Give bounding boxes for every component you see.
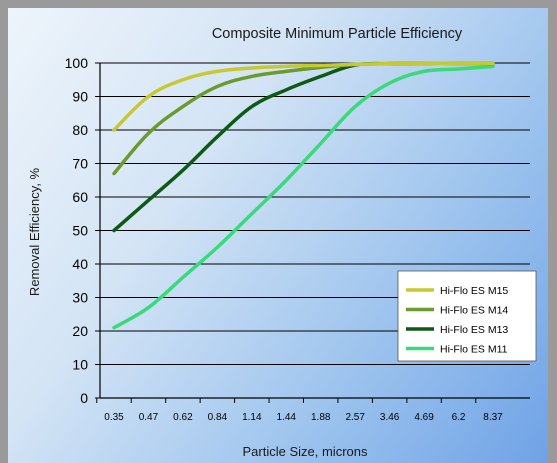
chart-title: Composite Minimum Particle Efficiency	[212, 26, 463, 42]
legend-label-4: Hi-Flo ES M11	[440, 344, 508, 356]
ytick-label-70: 70	[72, 156, 88, 172]
xtick-label-11: 8.37	[483, 412, 503, 423]
xtick-label-4: 1.14	[242, 412, 262, 423]
ytick-label-90: 90	[72, 89, 88, 105]
y-axis-label: Removal Efficiency, %	[27, 168, 42, 297]
xtick-label-5: 1.44	[277, 412, 297, 423]
ytick-label-50: 50	[72, 223, 88, 239]
xtick-label-2: 0.62	[173, 412, 193, 423]
xtick-label-3: 0.84	[208, 412, 228, 423]
legend-label-3: Hi-Flo ES M13	[440, 324, 508, 336]
xtick-label-10: 6.2	[452, 412, 466, 423]
xtick-layer: 0.35 0.47 0.62 0.84 1.14 1.44 1.88 2.57 3.46 4.69…	[96, 398, 503, 423]
legend-items: Hi-Flo ES M15 Hi-Flo ES M14 Hi-Flo ES M13 H…	[406, 285, 508, 356]
series-line-3	[112, 61, 495, 233]
ytick-label-60: 60	[72, 189, 88, 205]
ytick-layer: 0 10 20 30 40 50 60 70 80 90 100	[65, 55, 100, 406]
x-axis-label: Particle Size, microns	[243, 444, 368, 459]
chart-frame: 0 10 20 30 40 50 60 70 80 90 100 0.35 0.47 0.62 0.84 1…	[8, 8, 548, 463]
ytick-label-30: 30	[72, 290, 88, 306]
ytick-label-20: 20	[72, 323, 88, 339]
xtick-label-8: 3.46	[380, 412, 400, 423]
ytick-label-10: 10	[72, 357, 88, 373]
ytick-label-40: 40	[72, 256, 88, 272]
xtick-label-1: 0.47	[139, 412, 159, 423]
chart-svg: 0 10 20 30 40 50 60 70 80 90 100 0.35 0.47 0.62 0.84 1…	[27, 26, 537, 459]
series-line-4	[112, 64, 495, 330]
legend-box	[397, 270, 537, 362]
xtick-label-0: 0.35	[104, 412, 124, 423]
series-line-1	[112, 61, 495, 132]
ytick-label-0: 0	[80, 390, 88, 406]
legend: Hi-Flo ES M15 Hi-Flo ES M14 Hi-Flo ES M13 H…	[397, 270, 537, 362]
ytick-label-100: 100	[65, 55, 89, 71]
series-line-2	[112, 61, 495, 176]
xtick-label-9: 4.69	[414, 412, 434, 423]
xtick-label-6: 1.88	[311, 412, 331, 423]
ytick-label-80: 80	[72, 122, 88, 138]
xtick-label-7: 2.57	[345, 412, 365, 423]
series-layer	[112, 61, 495, 330]
legend-label-2: Hi-Flo ES M14	[440, 305, 508, 317]
legend-label-1: Hi-Flo ES M15	[440, 285, 508, 297]
